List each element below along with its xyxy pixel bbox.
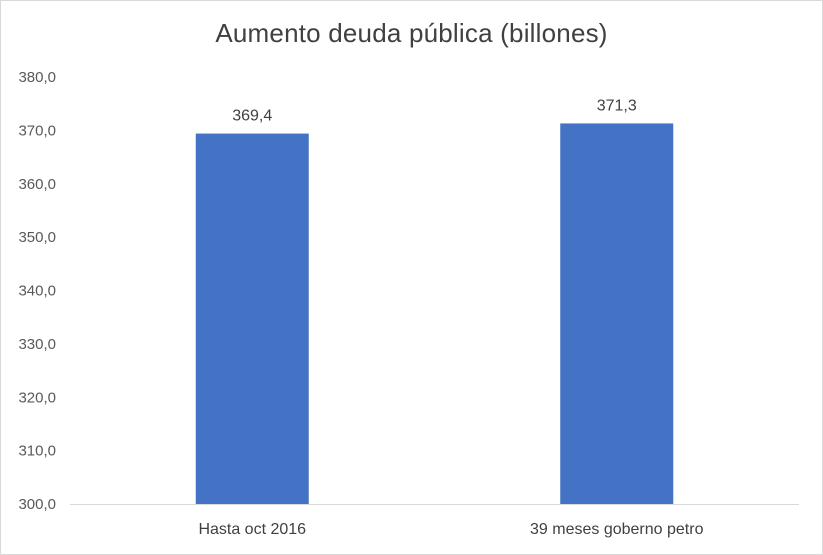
- y-tick-label: 300,0: [18, 496, 56, 513]
- data-label: 371,3: [597, 97, 637, 114]
- data-label: 369,4: [232, 108, 272, 125]
- y-tick-label: 380,0: [18, 69, 56, 86]
- bar: [560, 123, 674, 504]
- y-tick-label: 360,0: [18, 176, 56, 193]
- y-tick-label: 340,0: [18, 283, 56, 300]
- y-tick-label: 370,0: [18, 122, 56, 139]
- x-category-label: 39 meses goberno petro: [530, 521, 704, 538]
- bar: [195, 133, 309, 504]
- chart-title: Aumento deuda pública (billones): [215, 18, 608, 48]
- y-tick-label: 350,0: [18, 229, 56, 246]
- y-tick-label: 310,0: [18, 443, 56, 460]
- y-tick-label: 330,0: [18, 336, 56, 353]
- y-tick-label: 320,0: [18, 389, 56, 406]
- x-category-label: Hasta oct 2016: [198, 521, 306, 538]
